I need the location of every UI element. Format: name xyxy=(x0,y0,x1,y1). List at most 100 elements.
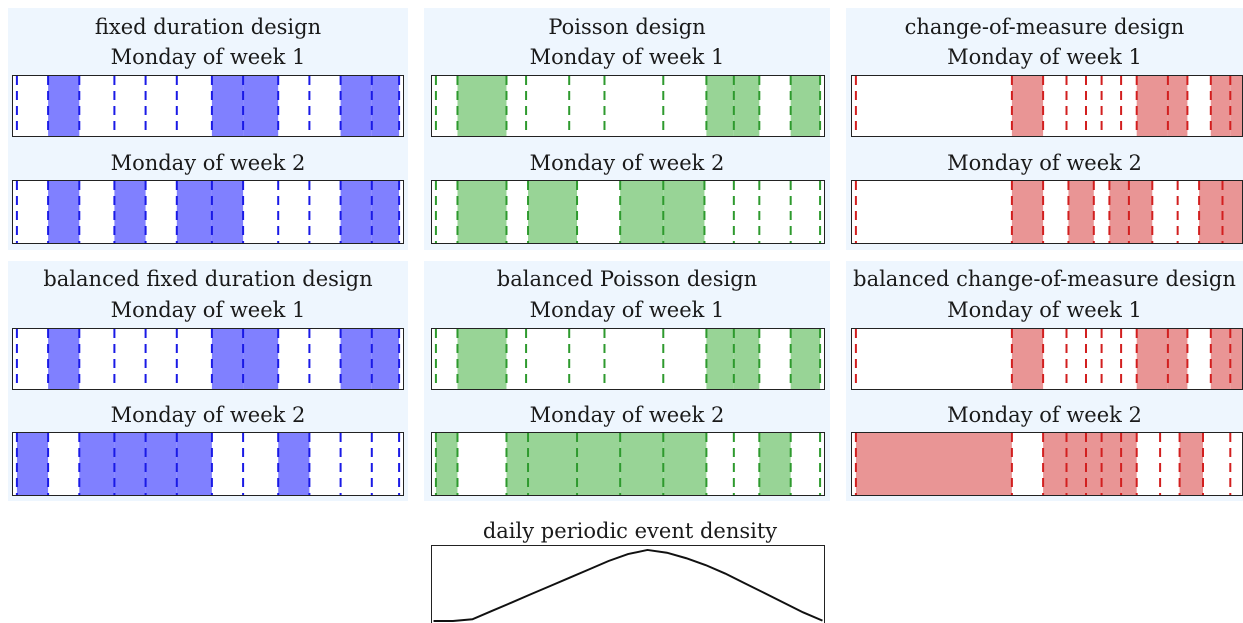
timeline-strip xyxy=(12,432,404,496)
row-label: Monday of week 2 xyxy=(110,403,306,427)
timeline-svg xyxy=(432,329,824,389)
panel-balanced-fixed-duration: balanced fixed duration design Monday of… xyxy=(8,261,408,501)
shaded-interval xyxy=(663,433,707,495)
shaded-interval xyxy=(340,181,372,243)
shaded-interval xyxy=(706,76,734,136)
shaded-interval xyxy=(1210,329,1231,389)
shaded-interval xyxy=(663,181,705,243)
shaded-interval xyxy=(145,433,177,495)
shaded-interval xyxy=(48,329,80,389)
shaded-interval xyxy=(620,433,664,495)
shaded-interval xyxy=(1066,433,1086,495)
shaded-interval xyxy=(243,76,279,136)
shaded-interval xyxy=(733,76,760,136)
panel-title: balanced change-of-measure design xyxy=(853,267,1236,291)
timeline-strip xyxy=(12,328,404,390)
shaded-interval xyxy=(1136,329,1168,389)
shaded-interval xyxy=(371,181,400,243)
timeline-strip xyxy=(431,432,825,496)
timeline-strip xyxy=(431,180,825,244)
timeline-svg xyxy=(852,181,1242,243)
shaded-interval xyxy=(1101,433,1122,495)
shaded-interval xyxy=(1167,329,1188,389)
timeline-svg xyxy=(852,433,1242,495)
shaded-interval xyxy=(855,433,1012,495)
row-label: Monday of week 2 xyxy=(529,403,725,427)
shaded-interval xyxy=(211,181,244,243)
panel-title: fixed duration design xyxy=(94,15,322,39)
shaded-interval xyxy=(1167,76,1188,136)
shaded-interval xyxy=(1011,76,1044,136)
shaded-interval xyxy=(1210,76,1231,136)
shaded-interval xyxy=(48,76,80,136)
shaded-interval xyxy=(1136,76,1168,136)
density-svg xyxy=(433,548,823,623)
shaded-interval xyxy=(371,76,400,136)
shaded-interval xyxy=(340,329,372,389)
panel-title: balanced Poisson design xyxy=(496,267,758,291)
panel-title: balanced fixed duration design xyxy=(43,267,373,291)
shaded-interval xyxy=(1121,433,1137,495)
shaded-interval xyxy=(1230,329,1242,389)
timeline-strip xyxy=(851,328,1243,390)
shaded-interval xyxy=(114,433,146,495)
shaded-interval xyxy=(1179,433,1203,495)
panel-balanced-change-of-measure: balanced change-of-measure design Monday… xyxy=(846,261,1243,501)
shaded-interval xyxy=(1230,76,1242,136)
shaded-interval xyxy=(340,76,372,136)
shaded-interval xyxy=(1199,181,1223,243)
shaded-interval xyxy=(79,433,115,495)
row-label: Monday of week 1 xyxy=(529,298,725,322)
panel-balanced-poisson: balanced Poisson design Monday of week 1… xyxy=(424,261,830,501)
shaded-interval xyxy=(457,329,507,389)
timeline-strip xyxy=(431,75,825,137)
shaded-interval xyxy=(435,433,458,495)
panel-poisson: Poisson design Monday of week 1 Monday o… xyxy=(424,8,830,250)
row-label: Monday of week 1 xyxy=(947,298,1142,322)
shaded-interval xyxy=(1109,181,1129,243)
shaded-interval xyxy=(790,76,821,136)
timeline-svg xyxy=(852,76,1242,136)
timeline-strip xyxy=(851,75,1243,137)
density-title: daily periodic event density xyxy=(482,519,778,543)
shaded-interval xyxy=(176,181,212,243)
row-label: Monday of week 1 xyxy=(110,45,306,69)
shaded-interval xyxy=(790,329,821,389)
timeline-svg xyxy=(432,433,824,495)
shaded-interval xyxy=(620,181,664,243)
shaded-interval xyxy=(577,433,621,495)
panel-change-of-measure: change-of-measure design Monday of week … xyxy=(846,8,1243,250)
shaded-interval xyxy=(706,329,734,389)
timeline-svg xyxy=(13,181,403,243)
shaded-interval xyxy=(457,181,507,243)
density-curve xyxy=(433,548,823,623)
timeline-strip xyxy=(431,328,825,390)
row-label: Monday of week 1 xyxy=(110,298,306,322)
shaded-interval xyxy=(278,433,310,495)
panel-fixed-duration: fixed duration design Monday of week 1 M… xyxy=(8,8,408,250)
panel-title: change-of-measure design xyxy=(904,15,1185,39)
row-label: Monday of week 2 xyxy=(947,151,1142,175)
shaded-interval xyxy=(1086,433,1102,495)
shaded-interval xyxy=(1128,181,1153,243)
timeline-strip xyxy=(12,180,404,244)
row-label: Monday of week 2 xyxy=(947,403,1142,427)
panel-title: Poisson design xyxy=(548,15,706,39)
timeline-strip xyxy=(12,75,404,137)
shaded-interval xyxy=(176,433,212,495)
shaded-interval xyxy=(1068,181,1094,243)
shaded-interval xyxy=(457,76,507,136)
timeline-svg xyxy=(13,76,403,136)
timeline-strip xyxy=(851,180,1243,244)
timeline-svg xyxy=(13,329,403,389)
timeline-svg xyxy=(13,433,403,495)
shaded-interval xyxy=(1043,433,1067,495)
shaded-interval xyxy=(48,181,80,243)
shaded-interval xyxy=(1011,181,1044,243)
shaded-interval xyxy=(1011,329,1044,389)
shaded-interval xyxy=(243,329,279,389)
density-plot xyxy=(431,545,825,623)
row-label: Monday of week 2 xyxy=(110,151,306,175)
timeline-svg xyxy=(852,329,1242,389)
shaded-interval xyxy=(733,329,760,389)
